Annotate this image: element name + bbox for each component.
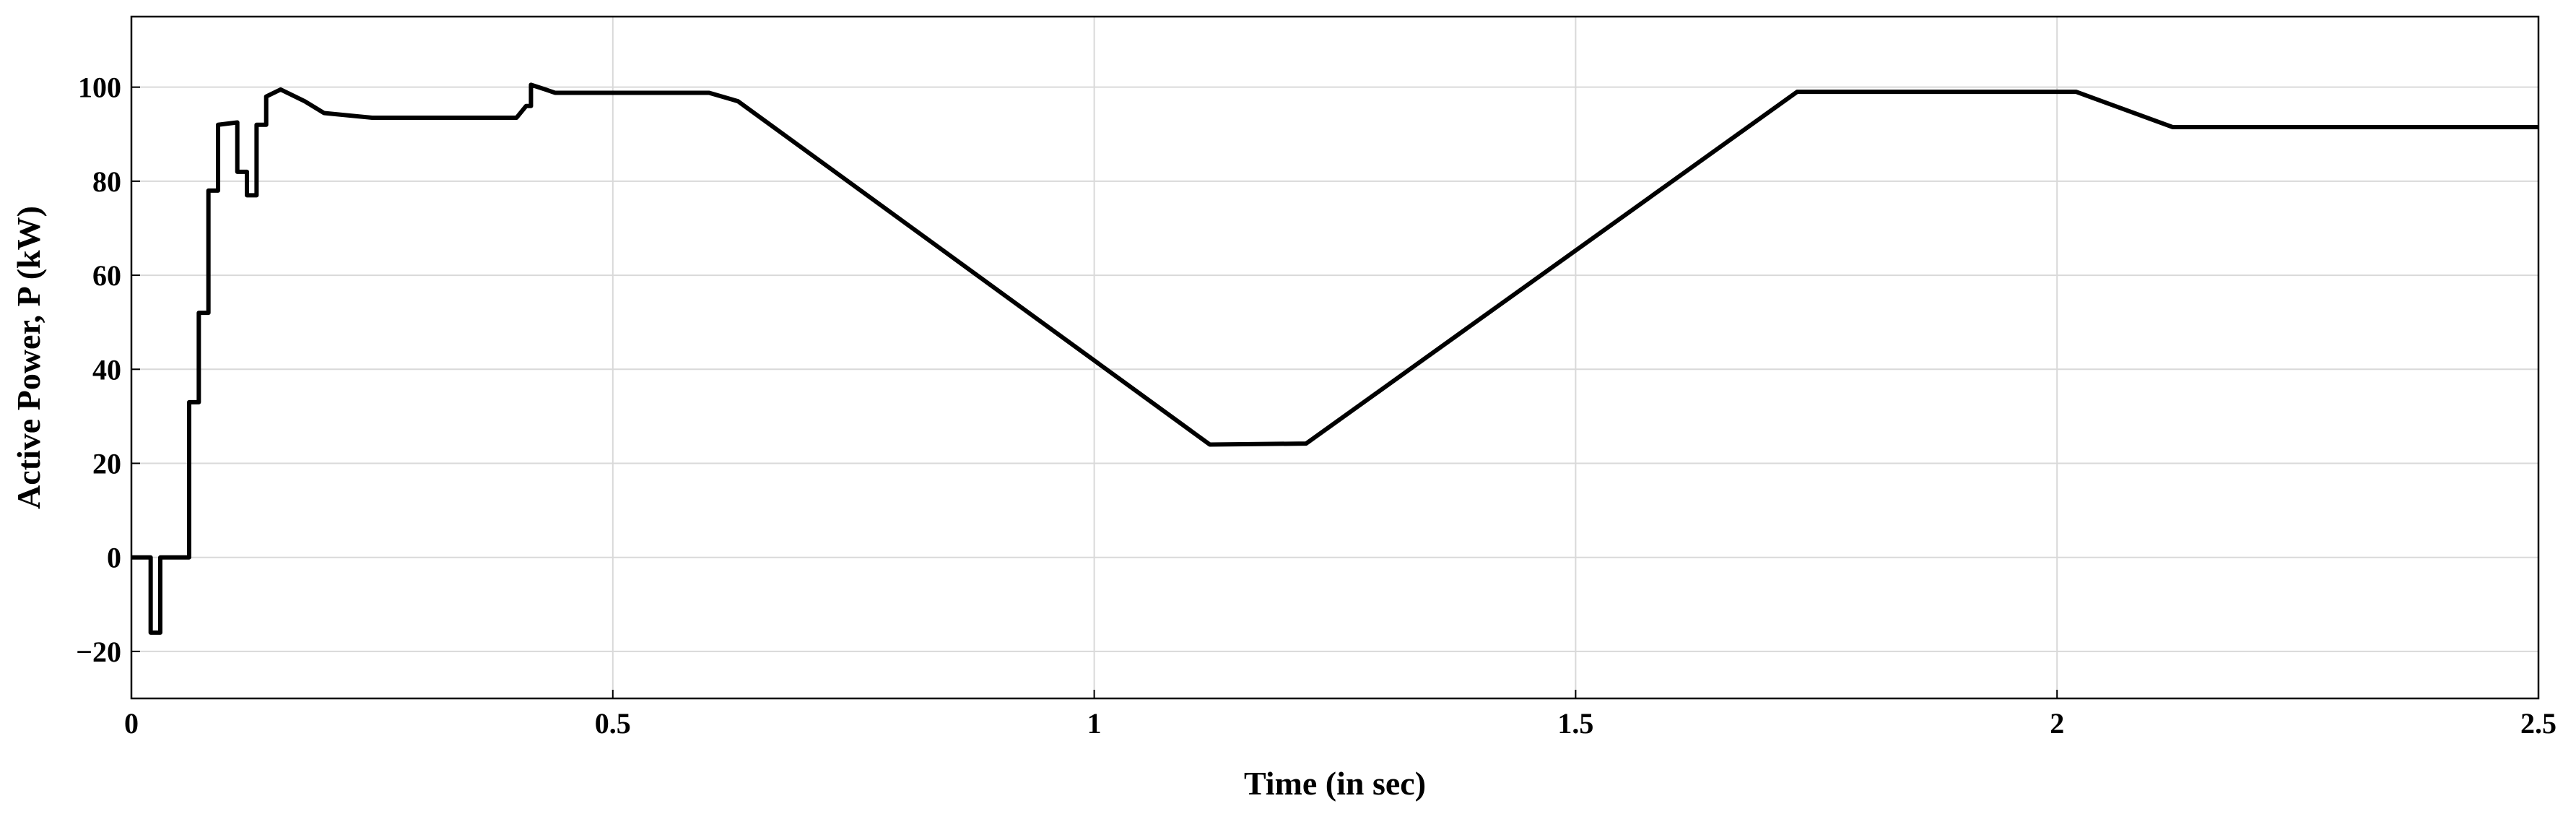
x-tick-label: 1.5: [1557, 707, 1593, 740]
y-tick-label: 60: [92, 259, 121, 292]
x-tick-label: 2: [2050, 707, 2064, 740]
y-tick-label: 0: [107, 542, 121, 574]
y-tick-label: 40: [92, 353, 121, 386]
x-tick-label: 2.5: [2520, 707, 2557, 740]
y-tick-label: −20: [76, 636, 121, 668]
plot-frame: [130, 15, 2540, 700]
x-axis-title: Time (in sec): [1244, 765, 1426, 802]
y-axis-title: Active Power, P (kW): [10, 206, 47, 509]
x-tick-label: 0: [124, 707, 139, 740]
x-tick-label: 0.5: [595, 707, 631, 740]
y-tick-label: 80: [92, 165, 121, 198]
y-tick-label: 20: [92, 447, 121, 480]
y-tick-label: 100: [78, 72, 121, 104]
x-tick-label: 1: [1087, 707, 1102, 740]
data-line: [131, 82, 2538, 635]
